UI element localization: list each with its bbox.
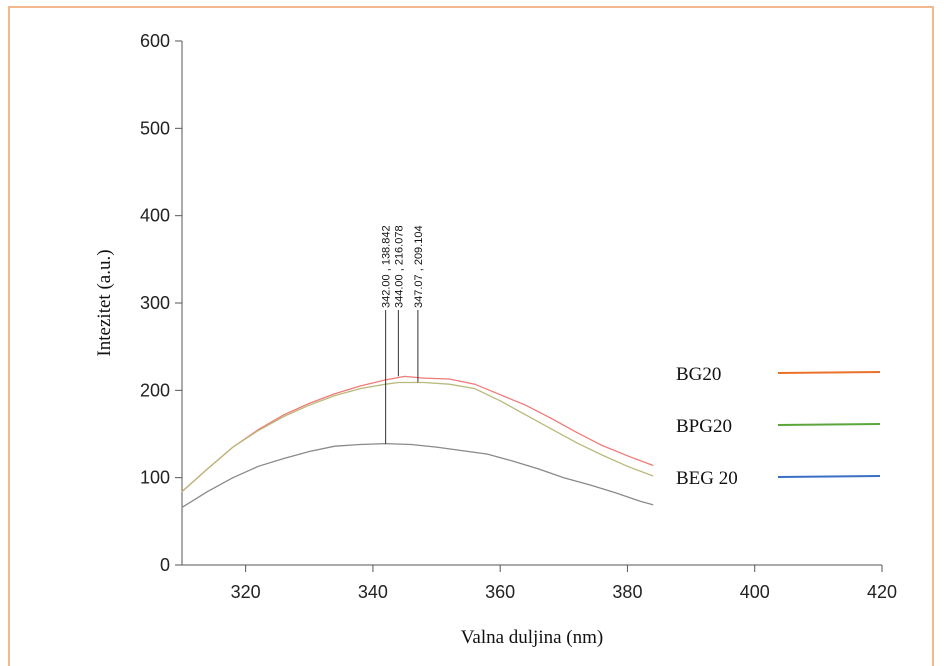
data-point (257, 465, 259, 467)
peak-annotations: 342.00 , 138.842 344.00 , 216.078 347.07 ,… (381, 225, 425, 444)
peak-label: 347.07 , 209.104 (413, 225, 425, 308)
y-axis-title: Intezitet (a.u.) (94, 249, 115, 356)
data-point (334, 445, 336, 447)
legend-label: BG20 (676, 364, 721, 385)
data-point (423, 382, 425, 383)
data-point (601, 454, 603, 456)
x-tick-label: 320 (231, 582, 261, 602)
x-tick-label: 360 (485, 582, 515, 602)
legend-swatch (777, 423, 881, 426)
data-point (283, 416, 285, 417)
data-point (359, 444, 361, 445)
data-point (436, 446, 437, 448)
data-point (499, 394, 501, 396)
x-tick-label: 380 (612, 582, 642, 602)
x-axis-title: Valna duljina (nm) (461, 627, 603, 648)
data-point (627, 465, 628, 467)
data-point (499, 400, 501, 402)
data-point (537, 468, 539, 470)
data-point (232, 477, 234, 479)
data-point (423, 377, 425, 379)
y-tick-label: 500 (140, 118, 170, 138)
data-point (181, 491, 183, 493)
chart-frame (8, 6, 934, 666)
data-point (308, 402, 310, 404)
data-point (404, 375, 406, 377)
x-tick-label: 400 (740, 582, 770, 602)
x-tick-label: 340 (358, 582, 388, 602)
data-point (563, 477, 565, 479)
data-point (448, 383, 450, 385)
peak-label: 344.00 , 216.078 (393, 225, 405, 308)
data-point (308, 404, 310, 406)
y-tick-label: 300 (140, 293, 170, 313)
data-point (525, 404, 527, 406)
data-point (474, 383, 476, 385)
legend: BG20 BPG20 BEG 20 (676, 364, 881, 489)
data-point (550, 428, 552, 430)
series-line-2 (181, 381, 654, 493)
legend-label: BEG 20 (676, 468, 738, 489)
data-point (525, 414, 527, 416)
data-point (627, 455, 628, 457)
data-point (601, 444, 603, 446)
data-point (652, 504, 654, 506)
data-point (550, 417, 552, 419)
data-point (308, 451, 310, 452)
data-point (334, 395, 336, 397)
data-point (588, 484, 590, 486)
data-point (461, 450, 463, 452)
data-point (334, 393, 336, 395)
data-point (232, 446, 234, 448)
y-tick-label: 400 (140, 206, 170, 226)
data-point (397, 382, 399, 383)
data-point (207, 491, 208, 493)
series-group (181, 375, 654, 508)
data-point (181, 506, 183, 508)
y-tick-label: 100 (140, 468, 170, 488)
data-point (283, 458, 285, 459)
data-point (614, 492, 616, 493)
data-point (576, 442, 577, 444)
data-point (448, 378, 450, 380)
data-point (207, 468, 208, 470)
series-line-3 (181, 442, 654, 508)
legend-swatch (777, 371, 881, 374)
data-point (283, 414, 285, 416)
data-point (474, 388, 476, 390)
data-point (359, 388, 361, 390)
y-tick-label: 600 (140, 31, 170, 51)
data-point (512, 460, 514, 462)
data-point (410, 444, 412, 445)
data-point (652, 475, 654, 477)
legend-label: BPG20 (676, 416, 732, 437)
data-point (652, 464, 654, 466)
legend-swatch (777, 475, 881, 478)
y-tick-label: 200 (140, 380, 170, 400)
y-tick-label: 0 (160, 555, 170, 575)
data-point (639, 500, 641, 502)
data-point (576, 431, 577, 433)
peak-label: 342.00 , 138.842 (381, 225, 393, 308)
data-point (257, 430, 259, 431)
x-tick-label: 420 (867, 582, 897, 602)
data-point (487, 453, 488, 455)
axes: 0 100 200 300 400 500 600 320 340 360 380 400 420 (140, 31, 897, 602)
series-line-1 (181, 375, 654, 493)
data-point (359, 385, 361, 387)
